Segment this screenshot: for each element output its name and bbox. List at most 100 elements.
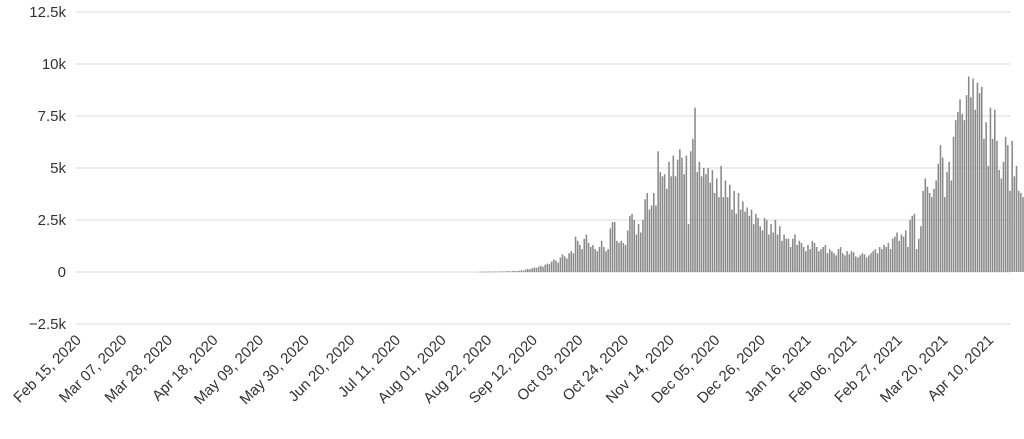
bar <box>600 240 603 272</box>
bar <box>659 172 662 272</box>
bar <box>805 251 807 272</box>
bar <box>700 176 703 272</box>
bar <box>694 107 696 273</box>
bar <box>729 184 731 272</box>
bar <box>679 149 681 272</box>
bar <box>792 238 794 272</box>
bar <box>835 255 838 272</box>
bar <box>852 252 855 272</box>
bar <box>952 136 955 272</box>
bar <box>991 138 994 272</box>
bar <box>635 234 638 272</box>
bar <box>657 151 659 272</box>
bar <box>781 240 783 272</box>
bar <box>689 151 692 272</box>
bar <box>1022 197 1024 272</box>
bar <box>676 159 679 272</box>
bar <box>639 232 642 272</box>
bar <box>759 226 761 272</box>
bar <box>922 190 924 272</box>
y-tick-label: 0 <box>58 264 66 281</box>
bar <box>794 234 796 272</box>
bar <box>1004 136 1007 272</box>
bar <box>761 230 764 272</box>
bar <box>705 174 707 272</box>
bar <box>737 192 740 272</box>
bar <box>844 255 846 272</box>
bar <box>763 217 766 272</box>
bar <box>492 271 494 273</box>
bar <box>726 197 729 272</box>
bar <box>505 271 507 272</box>
bar <box>785 238 788 272</box>
bar <box>996 140 998 272</box>
bar <box>487 271 490 273</box>
bar <box>531 268 533 272</box>
bar <box>885 247 887 272</box>
bar <box>479 271 481 273</box>
bar <box>994 109 996 272</box>
bar <box>648 209 651 272</box>
bar <box>859 255 861 272</box>
bar <box>687 224 690 272</box>
bar <box>863 254 866 272</box>
bar <box>878 247 881 272</box>
bar <box>494 271 496 273</box>
bar <box>681 157 683 272</box>
bar <box>711 170 714 272</box>
bar <box>898 240 900 272</box>
bar <box>655 205 657 272</box>
bar <box>783 234 785 272</box>
bar <box>739 209 742 272</box>
bar <box>685 155 688 272</box>
bar <box>935 180 937 272</box>
bar <box>503 271 505 273</box>
y-tick-label: 10k <box>42 56 67 73</box>
bar <box>987 165 990 272</box>
bar <box>872 251 874 272</box>
bar <box>696 172 698 272</box>
bar <box>585 234 588 272</box>
bar <box>972 78 974 272</box>
bar <box>666 188 668 272</box>
bar <box>718 197 720 272</box>
bars <box>479 76 1024 273</box>
bar <box>887 242 890 272</box>
bar <box>815 247 818 272</box>
bar <box>513 270 516 272</box>
bar <box>642 220 644 272</box>
bar <box>907 247 909 272</box>
bar <box>868 255 870 272</box>
bar <box>978 93 981 273</box>
bar <box>1013 176 1016 272</box>
bar <box>944 197 946 272</box>
y-tick-label: 5k <box>50 160 66 177</box>
bar <box>959 99 961 272</box>
bar <box>963 120 966 272</box>
bar <box>837 249 840 272</box>
bar <box>618 242 620 272</box>
bar <box>937 163 940 272</box>
bar <box>553 259 555 272</box>
bar <box>941 157 944 272</box>
bar <box>915 249 918 272</box>
bar <box>518 270 520 272</box>
bar <box>800 242 803 272</box>
bar <box>616 240 618 272</box>
bar <box>855 256 857 272</box>
bar <box>1000 178 1003 272</box>
bar <box>587 242 590 272</box>
bar <box>896 232 898 272</box>
bar <box>813 242 816 272</box>
bar <box>998 170 1000 272</box>
bar <box>496 271 499 273</box>
bar <box>796 244 798 272</box>
bar <box>544 264 546 272</box>
bar <box>613 222 616 272</box>
bar <box>820 249 822 272</box>
bar <box>709 182 712 272</box>
bar <box>789 247 792 272</box>
bar <box>548 264 551 272</box>
bar <box>524 269 527 272</box>
